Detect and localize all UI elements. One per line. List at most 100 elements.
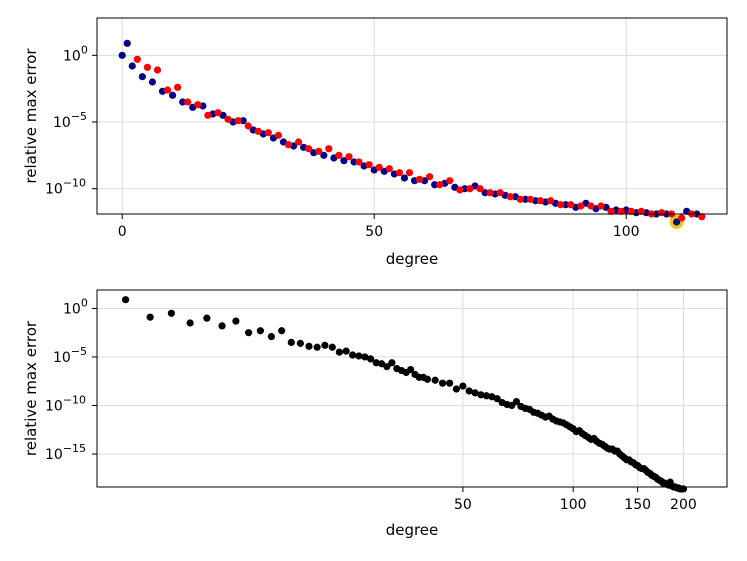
data-point bbox=[325, 145, 333, 153]
data-point bbox=[305, 145, 313, 153]
y-tick-label: 100 bbox=[63, 296, 88, 317]
data-point bbox=[557, 201, 565, 209]
data-point bbox=[617, 207, 625, 215]
data-point bbox=[637, 207, 645, 215]
panel-bottom: 50 100 150 200 100 10−5 10−10 10−15 degree rel… bbox=[22, 289, 728, 539]
bottom-data-points bbox=[122, 296, 688, 493]
data-point bbox=[194, 101, 202, 109]
data-point bbox=[118, 51, 126, 59]
data-point bbox=[415, 175, 424, 183]
data-point bbox=[355, 158, 363, 166]
x-tick-label: 100 bbox=[613, 224, 640, 240]
data-point bbox=[361, 353, 369, 361]
data-point bbox=[234, 117, 242, 125]
y-tick-exponent: −5 bbox=[71, 110, 87, 123]
data-point bbox=[305, 342, 313, 350]
data-point bbox=[481, 189, 489, 197]
y-tick-label: 100 bbox=[63, 43, 88, 64]
y-tick-label: 10−15 bbox=[45, 442, 86, 463]
data-point bbox=[477, 391, 485, 399]
data-point bbox=[506, 193, 514, 201]
data-point bbox=[388, 359, 396, 367]
data-point bbox=[143, 63, 151, 71]
data-point bbox=[678, 214, 686, 222]
top-plot-frame bbox=[96, 17, 728, 215]
data-point bbox=[375, 163, 383, 171]
data-point bbox=[562, 201, 570, 209]
data-point bbox=[407, 365, 415, 374]
data-point bbox=[321, 341, 329, 349]
data-point bbox=[335, 151, 343, 159]
data-point bbox=[146, 313, 154, 321]
bottom-y-ticks: 100 10−5 10−10 10−15 bbox=[45, 296, 97, 463]
data-point bbox=[328, 343, 336, 351]
data-point bbox=[383, 363, 391, 371]
data-point bbox=[284, 141, 293, 149]
data-point bbox=[163, 86, 172, 94]
data-point bbox=[516, 195, 524, 203]
data-point bbox=[526, 195, 535, 203]
data-point bbox=[405, 169, 414, 177]
data-point bbox=[342, 347, 350, 355]
data-point bbox=[267, 332, 275, 341]
data-point bbox=[482, 392, 491, 400]
top-x-ticks: 0 50 100 bbox=[118, 214, 640, 240]
data-point bbox=[372, 359, 380, 367]
data-point bbox=[264, 129, 272, 137]
y-tick-label: 10−5 bbox=[53, 110, 87, 131]
data-point bbox=[438, 379, 447, 387]
data-point bbox=[204, 111, 212, 119]
top-y-axis-label: relative max error bbox=[22, 48, 40, 184]
data-point bbox=[446, 379, 454, 387]
data-point bbox=[367, 355, 375, 363]
data-point bbox=[607, 207, 615, 215]
data-point bbox=[153, 66, 162, 74]
data-point bbox=[521, 195, 530, 203]
bottom-x-ticks: 50 100 150 200 bbox=[454, 487, 697, 513]
x-tick-label: 150 bbox=[624, 497, 651, 513]
x-tick-label: 200 bbox=[670, 497, 697, 513]
bottom-plot-frame bbox=[96, 289, 728, 488]
y-tick-label: 10−10 bbox=[45, 393, 86, 414]
data-point bbox=[167, 309, 175, 317]
data-point bbox=[315, 147, 323, 155]
data-point bbox=[128, 62, 136, 70]
bottom-y-axis-label: relative max error bbox=[22, 320, 40, 456]
data-point bbox=[446, 177, 454, 185]
data-point bbox=[493, 395, 501, 403]
data-point bbox=[547, 197, 555, 205]
data-point bbox=[577, 202, 585, 210]
x-tick-label: 0 bbox=[118, 224, 127, 240]
data-point bbox=[313, 343, 321, 351]
data-point bbox=[287, 338, 295, 347]
top-y-ticks: 100 10−5 10−10 bbox=[45, 43, 97, 198]
y-tick-label: 10−5 bbox=[53, 345, 87, 366]
data-point bbox=[345, 153, 353, 161]
data-point bbox=[673, 218, 681, 226]
data-point bbox=[496, 189, 504, 197]
data-point bbox=[245, 329, 253, 337]
data-point bbox=[320, 151, 328, 159]
data-point bbox=[184, 98, 192, 106]
data-point bbox=[256, 327, 265, 335]
y-tick-label: 10−10 bbox=[45, 177, 86, 198]
data-point bbox=[218, 322, 226, 330]
data-point bbox=[350, 158, 358, 166]
top-data-points bbox=[118, 39, 706, 229]
data-point bbox=[186, 319, 194, 327]
data-point bbox=[295, 138, 303, 146]
data-point bbox=[169, 91, 177, 99]
data-point bbox=[365, 161, 373, 169]
data-point bbox=[224, 115, 232, 123]
data-point bbox=[423, 375, 432, 383]
data-point bbox=[244, 122, 252, 130]
data-point bbox=[239, 117, 247, 125]
data-point bbox=[456, 186, 464, 194]
data-point bbox=[465, 387, 473, 395]
data-point bbox=[174, 83, 182, 91]
data-point bbox=[597, 202, 605, 210]
data-point bbox=[536, 197, 545, 205]
data-point bbox=[232, 317, 240, 325]
data-point bbox=[214, 109, 222, 117]
